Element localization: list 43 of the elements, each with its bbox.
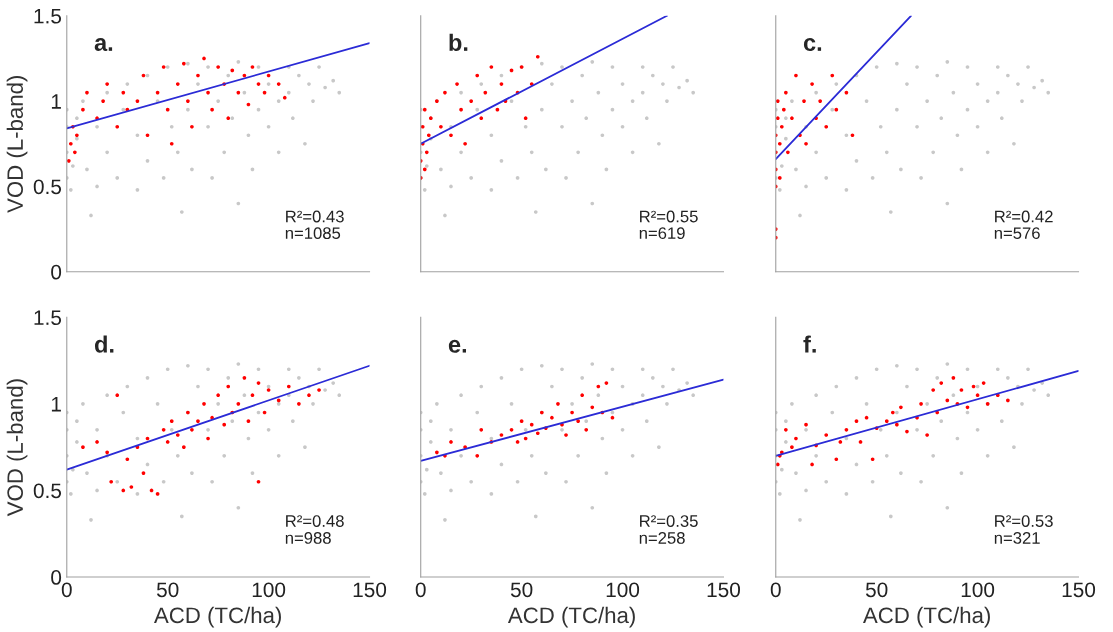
y-tick-label: 0.5 [33, 179, 62, 195]
text: e. [448, 339, 467, 353]
x-tick-label: 150 [353, 582, 387, 598]
x-tick-label: 100 [961, 582, 995, 598]
y-tick-label: 1.5 [34, 310, 62, 326]
x-tick-label: 100 [252, 582, 286, 598]
y-axis-title: VOD (L-band) [6, 379, 28, 517]
annotation: n=321 [994, 532, 1040, 544]
x-axis-title: ACD (TC/ha) [862, 606, 990, 628]
annotation: n=619 [639, 227, 685, 240]
y-tick-label: 0 [51, 570, 62, 585]
y-tick-label: 1 [51, 94, 61, 109]
x-tick-label: 50 [510, 582, 533, 598]
annotation: n=258 [639, 532, 685, 544]
annotation: n=576 [994, 227, 1040, 240]
annotation: n=1085 [285, 227, 341, 240]
text: f. [803, 335, 816, 353]
annotation: n=988 [285, 532, 331, 544]
annotation: R²=0.42 [995, 210, 1053, 223]
y-tick-label: 0.5 [33, 483, 62, 499]
x-tick-label: 100 [606, 582, 640, 598]
x-tick-label: 0 [415, 582, 426, 598]
annotation: R²=0.53 [995, 515, 1053, 527]
x-tick-label: 150 [1062, 582, 1096, 598]
x-axis-title: ACD (TC/ha) [507, 606, 635, 628]
y-tick-label: 0 [51, 264, 62, 280]
x-axis-title: ACD (TC/ha) [153, 606, 281, 628]
x-tick-label: 0 [770, 582, 781, 598]
annotation: R²=0.48 [286, 515, 344, 527]
text: a. [94, 38, 113, 52]
text: b. [449, 33, 468, 52]
text: c. [803, 38, 822, 52]
y-axis-title: VOD (L-band) [6, 75, 28, 213]
annotation: R²=0.55 [640, 210, 698, 223]
x-tick-label: 50 [865, 582, 888, 598]
annotation: R²=0.43 [286, 210, 344, 223]
y-tick-label: 1 [51, 397, 61, 412]
annotation: R²=0.35 [640, 515, 698, 527]
x-tick-label: 150 [707, 582, 741, 598]
text: d. [95, 335, 114, 353]
x-tick-label: 0 [61, 582, 72, 598]
y-tick-label: 1.5 [34, 9, 62, 24]
x-tick-label: 50 [156, 582, 179, 598]
